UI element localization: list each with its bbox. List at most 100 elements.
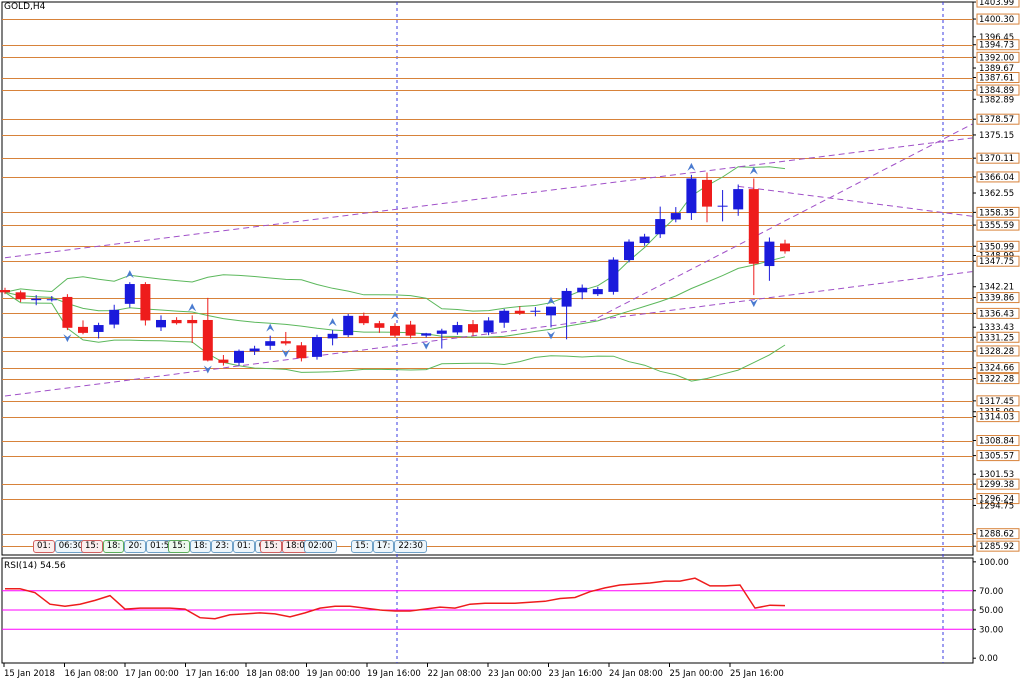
candle-body bbox=[639, 236, 650, 244]
trend-channel bbox=[4, 123, 973, 397]
candle-body bbox=[561, 290, 572, 307]
price-label: 1314.03 bbox=[979, 413, 1014, 423]
price-label-box bbox=[976, 307, 1020, 319]
price-label: 1387.61 bbox=[979, 74, 1014, 84]
candle-body bbox=[312, 337, 322, 357]
time-label: 24 Jan 08:00 bbox=[609, 669, 663, 679]
candle-body bbox=[234, 350, 244, 363]
price-label: 1382.89 bbox=[979, 95, 1014, 105]
price-label: 1339.86 bbox=[979, 294, 1014, 304]
candle-body bbox=[624, 241, 634, 261]
price-label-box bbox=[976, 528, 1020, 540]
session-chip-part: 15: bbox=[81, 540, 103, 553]
price-label: 1328.28 bbox=[979, 347, 1014, 357]
rsi-axis-label: 70.00 bbox=[979, 587, 1003, 597]
candle-body bbox=[15, 292, 26, 300]
candle-body bbox=[249, 348, 260, 352]
candle-body bbox=[187, 319, 198, 324]
price-label: 1347.75 bbox=[979, 257, 1014, 267]
price-label-box bbox=[976, 0, 1020, 8]
session-chip-part: 17: bbox=[372, 540, 395, 553]
price-label: 1403.99 bbox=[979, 0, 1014, 8]
fractal-up-icon bbox=[328, 318, 337, 327]
price-label-box bbox=[976, 72, 1020, 84]
candle-body bbox=[46, 299, 57, 301]
price-label: 1342.21 bbox=[979, 283, 1014, 293]
price-label: 1370.11 bbox=[979, 154, 1014, 164]
candle-body bbox=[78, 326, 88, 333]
time-label: 23 Jan 00:00 bbox=[488, 669, 542, 679]
fractal-up-icon bbox=[188, 303, 197, 312]
fractal-up-icon bbox=[547, 296, 555, 305]
price-label-box bbox=[976, 51, 1020, 63]
rsi-label: RSI(14) 54.56 bbox=[4, 561, 66, 571]
candle-body bbox=[452, 325, 463, 333]
candle-body bbox=[390, 325, 400, 336]
price-label: 1336.43 bbox=[979, 309, 1014, 319]
candle-body bbox=[374, 323, 385, 328]
price-label-box bbox=[976, 362, 1020, 374]
fractal-down-icon bbox=[281, 349, 290, 358]
candle-body bbox=[748, 189, 759, 264]
candle-body bbox=[530, 310, 541, 312]
session-chip-part: 18: bbox=[102, 540, 125, 553]
candle-body bbox=[171, 319, 182, 324]
price-label: 1322.28 bbox=[979, 375, 1014, 385]
horizontal-levels bbox=[2, 19, 973, 547]
session-chip-part: 02:00 bbox=[304, 540, 337, 553]
price-label: 1366.04 bbox=[979, 173, 1014, 183]
price-label-box bbox=[976, 345, 1020, 357]
candle-body bbox=[124, 284, 135, 304]
candle-body bbox=[358, 315, 369, 324]
candle-body bbox=[655, 219, 666, 235]
session-chip-part: 01: bbox=[233, 540, 255, 553]
main-panel-frame bbox=[1, 1, 974, 556]
candle-body bbox=[280, 341, 291, 344]
time-label: 25 Jan 16:00 bbox=[730, 669, 784, 679]
trend-line-3 bbox=[738, 185, 973, 217]
session-chip-part: 20: bbox=[124, 540, 147, 553]
bollinger-bands bbox=[4, 166, 786, 382]
candle-body bbox=[546, 306, 556, 316]
session-chip-part: 15: bbox=[351, 540, 373, 553]
price-label: 1358.35 bbox=[979, 208, 1014, 218]
candle-body bbox=[62, 296, 73, 328]
price-label: 1378.57 bbox=[979, 115, 1014, 125]
time-label: 19 Jan 00:00 bbox=[307, 669, 361, 679]
price-label: 1394.73 bbox=[979, 41, 1014, 51]
chart-grid bbox=[1, 1, 974, 664]
price-label-box bbox=[976, 435, 1020, 447]
fractal-up-icon bbox=[749, 166, 758, 175]
time-label: 18 Jan 08:00 bbox=[246, 669, 300, 679]
price-label-box bbox=[976, 411, 1020, 423]
price-label: 1400.30 bbox=[979, 15, 1014, 25]
fractal-down-icon bbox=[547, 331, 555, 340]
session-chip: 15: 17: 22:30 bbox=[351, 540, 427, 553]
price-label-box bbox=[976, 493, 1020, 505]
price-label-box bbox=[976, 39, 1020, 51]
session-chip-part: 23: bbox=[211, 540, 234, 553]
session-chip: 15: 18: 20: 01:50 bbox=[81, 540, 179, 553]
bollinger-upper bbox=[4, 166, 786, 312]
price-label: 1294.75 bbox=[979, 501, 1014, 511]
price-label: 1317.45 bbox=[979, 397, 1014, 407]
rsi-panel: 100.00 70.00 50.00 30.00 0.00 bbox=[2, 558, 1009, 664]
price-label-box bbox=[976, 152, 1020, 164]
time-axis: 15 Jan 2018 16 Jan 08:00 17 Jan 00:00 17 Ja… bbox=[3, 663, 784, 679]
candle-body bbox=[717, 205, 728, 207]
candle-body bbox=[608, 259, 619, 292]
price-label: 1299.38 bbox=[979, 480, 1014, 490]
candle-body bbox=[156, 319, 166, 328]
session-chip-part: 18: bbox=[189, 540, 212, 553]
fractal-down-icon bbox=[422, 341, 431, 350]
candle-body bbox=[780, 243, 790, 252]
candle-body bbox=[265, 341, 276, 346]
price-label-box bbox=[976, 331, 1020, 343]
rsi-axis-label: 100.00 bbox=[979, 558, 1009, 568]
candle-body bbox=[296, 345, 307, 359]
price-label: 1308.84 bbox=[979, 437, 1014, 447]
price-label: 1305.57 bbox=[979, 452, 1014, 462]
candle-body bbox=[0, 290, 10, 293]
candle-body bbox=[733, 189, 744, 210]
